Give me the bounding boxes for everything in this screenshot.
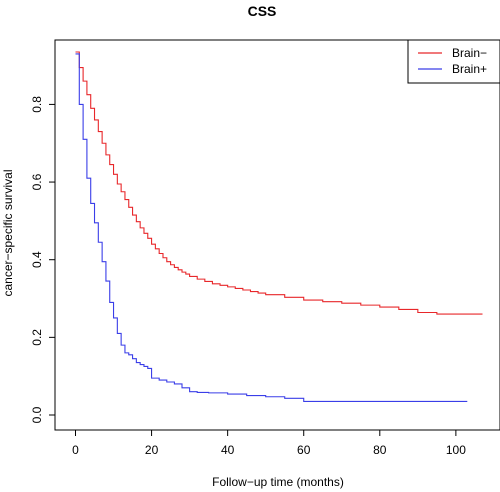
y-tick-label: 0.4: [30, 251, 44, 268]
x-tick-label: 20: [145, 443, 159, 457]
y-tick-label: 0.0: [30, 406, 44, 423]
series-line-0: [75, 51, 483, 315]
legend-label-1: Brain+: [452, 62, 487, 76]
y-tick-label: 0.6: [30, 173, 44, 190]
chart-title: CSS: [248, 3, 277, 19]
x-tick-label: 60: [297, 443, 311, 457]
series-layer: [75, 51, 483, 402]
x-tick-label: 40: [221, 443, 235, 457]
y-axis-label: cancer−specific survival: [1, 169, 15, 296]
y-axis: 0.0 0.2 0.4 0.6 0.8: [30, 96, 56, 423]
legend: Brain− Brain+: [407, 39, 500, 84]
x-axis: 0 20 40 60 80 100: [72, 429, 466, 457]
plot-frame: [54, 39, 500, 431]
x-tick-label: 80: [373, 443, 387, 457]
x-tick-label: 0: [72, 443, 79, 457]
legend-label-0: Brain−: [452, 46, 487, 60]
legend-box: [407, 39, 500, 84]
y-tick-label: 0.2: [30, 329, 44, 346]
y-tick-label: 0.8: [30, 96, 44, 113]
series-line-1: [75, 53, 468, 402]
x-axis-label: Follow−up time (months): [212, 475, 344, 489]
x-tick-label: 100: [446, 443, 466, 457]
